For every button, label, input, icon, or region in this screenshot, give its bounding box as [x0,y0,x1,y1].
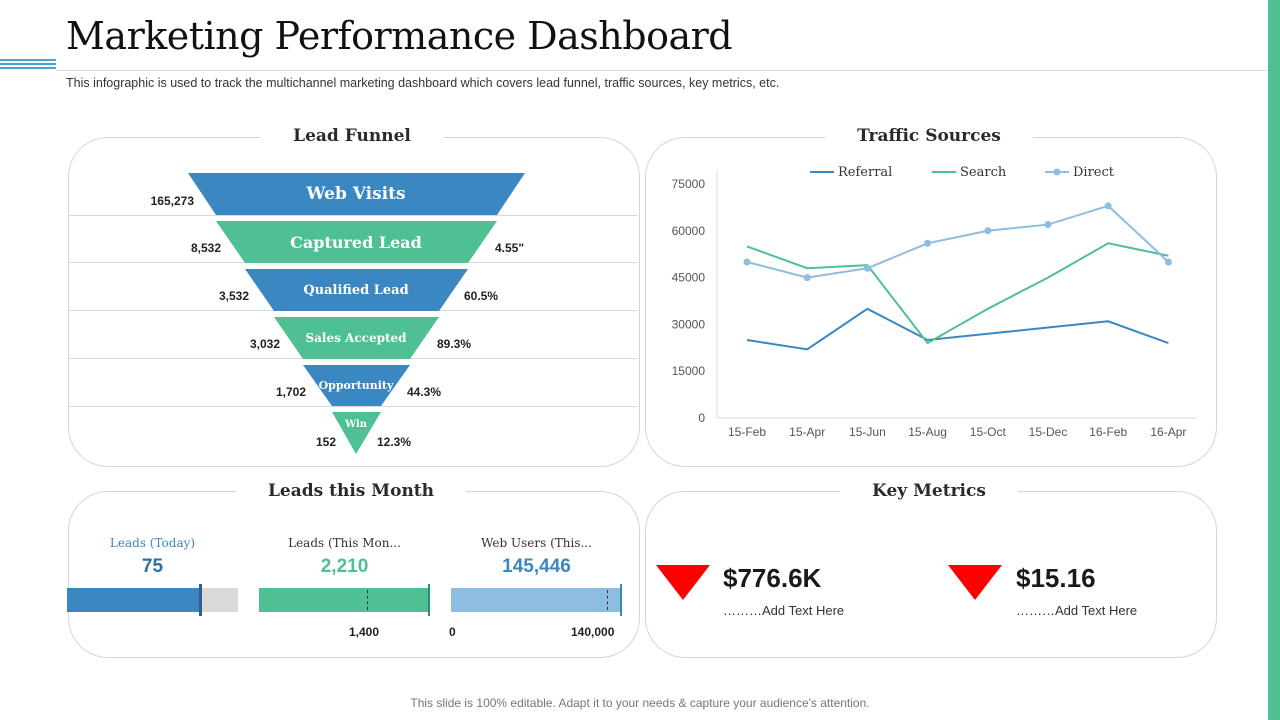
funnel-rate: 12.3% [377,435,412,449]
footer-note: This slide is 100% editable. Adapt it to… [410,696,870,710]
metric-caption: ………Add Text Here [723,603,845,618]
series-line-referral [746,307,1169,351]
series-line-search [746,242,1169,345]
web-users-target [620,584,622,616]
funnel-stage-captured-lead [216,221,497,263]
metric-value: $776.6K [723,563,822,593]
web-users-tick-end: 140,000 [571,625,615,639]
key-metrics-panel [645,491,1217,658]
leads-month-value: 2,210 [320,556,369,577]
leads-today-value: 75 [141,556,164,577]
x-tick-label: 15-Apr [789,425,825,439]
legend-label: Direct [1073,165,1115,180]
web-users-value: 145,446 [502,556,571,577]
web-users-marker [606,590,608,610]
traffic-sources-chart: 0 15000 30000 45000 60000 75000 15-Feb 15-Apr 15… [672,165,1197,439]
data-point-direct [984,227,992,235]
page-title: Marketing Performance Dashboard [66,14,733,58]
funnel-label: Captured Lead [290,233,422,252]
funnel-count: 8,532 [190,241,221,255]
metric-value: $15.16 [1016,563,1096,593]
leads-month-target [428,584,430,616]
leads-today-bar [67,584,238,616]
legend-marker-direct [1053,168,1061,176]
y-tick-label: 45000 [672,271,706,285]
funnel-stage-qualified-lead [245,269,468,311]
funnel-rate: 4.55" [495,241,525,255]
funnel-count: 1,702 [275,385,306,399]
data-point-direct [924,239,932,247]
y-tick-label: 15000 [672,364,706,378]
funnel-stage-opportunity [303,365,410,406]
funnel-stage-win [332,412,381,454]
funnel-label: Sales Accepted [305,331,407,345]
leads-month-bar [259,584,430,616]
funnel-count: 3,032 [249,337,280,351]
y-tick-label: 30000 [672,317,706,331]
funnel-rate: 89.3% [437,337,472,351]
y-tick-label: 60000 [672,224,706,238]
leads-month-marker [366,590,368,610]
data-point-direct [863,264,871,272]
traffic-sources-panel [645,137,1217,467]
x-tick-label: 16-Apr [1150,425,1186,439]
x-tick-label: 15-Feb [728,425,766,439]
leads-today-target [198,584,202,616]
funnel-stage-sales-accepted [274,317,439,359]
data-point-direct [1104,202,1112,210]
web-users-label: Web Users (This... [481,536,592,550]
down-triangle-icon [656,565,710,600]
funnel-stage-web-visits [188,173,525,215]
funnel-label: Web Visits [306,184,406,204]
y-tick-label: 0 [698,411,705,425]
legend-label: Referral [838,165,892,180]
lead-funnel-title: Lead Funnel [261,126,443,146]
data-point-direct [743,258,751,266]
funnel-label: Win [344,419,368,430]
page-subtitle: This infographic is used to track the mu… [66,76,780,90]
down-triangle-icon [948,565,1002,600]
title-rule [56,70,1268,71]
funnel-count: 152 [315,435,336,449]
web-users-bar [451,584,622,616]
metric-caption: ………Add Text Here [1016,603,1138,618]
funnel-count: 165,273 [150,194,194,208]
x-tick-label: 16-Feb [1089,425,1127,439]
x-tick-label: 15-Jun [849,425,886,439]
funnel-label: Opportunity [318,379,394,392]
accent-lines [0,59,56,71]
funnel-rate: 44.3% [407,385,442,399]
data-point-direct [1164,258,1172,266]
leads-today-bar-fill [67,588,199,612]
web-users-tick-start: 0 [449,625,456,639]
lead-funnel-chart [188,173,525,454]
key-metrics-title: Key Metrics [840,481,1018,501]
x-tick-label: 15-Dec [1029,425,1068,439]
y-tick-label: 75000 [672,177,706,191]
data-point-direct [803,274,811,282]
series-line-direct [746,204,1170,279]
funnel-divider [69,215,638,216]
funnel-rate: 60.5% [464,289,499,303]
funnel-divider [69,406,638,407]
traffic-sources-title: Traffic Sources [825,126,1033,146]
data-point-direct [1044,221,1052,229]
x-tick-label: 15-Oct [970,425,1007,439]
funnel-count: 3,532 [218,289,249,303]
legend-label: Search [960,165,1007,180]
leads-month-title: Leads this Month [235,481,467,501]
leads-month-tick: 1,400 [349,625,380,639]
x-tick-label: 15-Aug [908,425,947,439]
funnel-label: Qualified Lead [303,283,409,298]
leads-today-label: Leads (Today) [109,536,196,550]
right-accent-bar [1268,0,1280,720]
leads-month-label: Leads (This Mon... [288,536,401,550]
